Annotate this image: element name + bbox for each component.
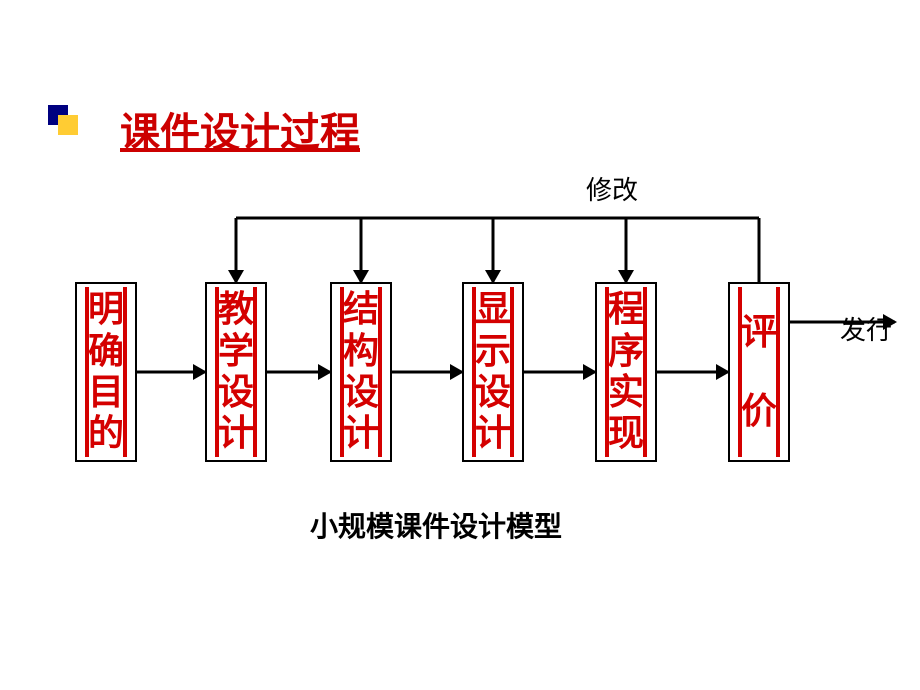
process-box-label: 显示设计: [471, 289, 514, 455]
process-box-5: 评价: [728, 282, 790, 462]
process-box-label: 结构设计: [339, 289, 382, 455]
process-box-label: 程序实现: [604, 289, 647, 455]
publish-label: 发行: [840, 310, 892, 347]
process-box-label: 明确目的: [84, 289, 127, 455]
process-box-4: 程序实现: [595, 282, 657, 462]
bullet-bottom: [58, 115, 78, 135]
feedback-label: 修改: [586, 170, 638, 207]
page-title: 课件设计过程: [120, 100, 360, 158]
process-box-label: 教学设计: [214, 289, 257, 455]
process-box-1: 教学设计: [205, 282, 267, 462]
process-box-label: 评价: [737, 293, 780, 451]
caption: 小规模课件设计模型: [310, 505, 562, 545]
process-box-3: 显示设计: [462, 282, 524, 462]
process-box-2: 结构设计: [330, 282, 392, 462]
process-box-0: 明确目的: [75, 282, 137, 462]
